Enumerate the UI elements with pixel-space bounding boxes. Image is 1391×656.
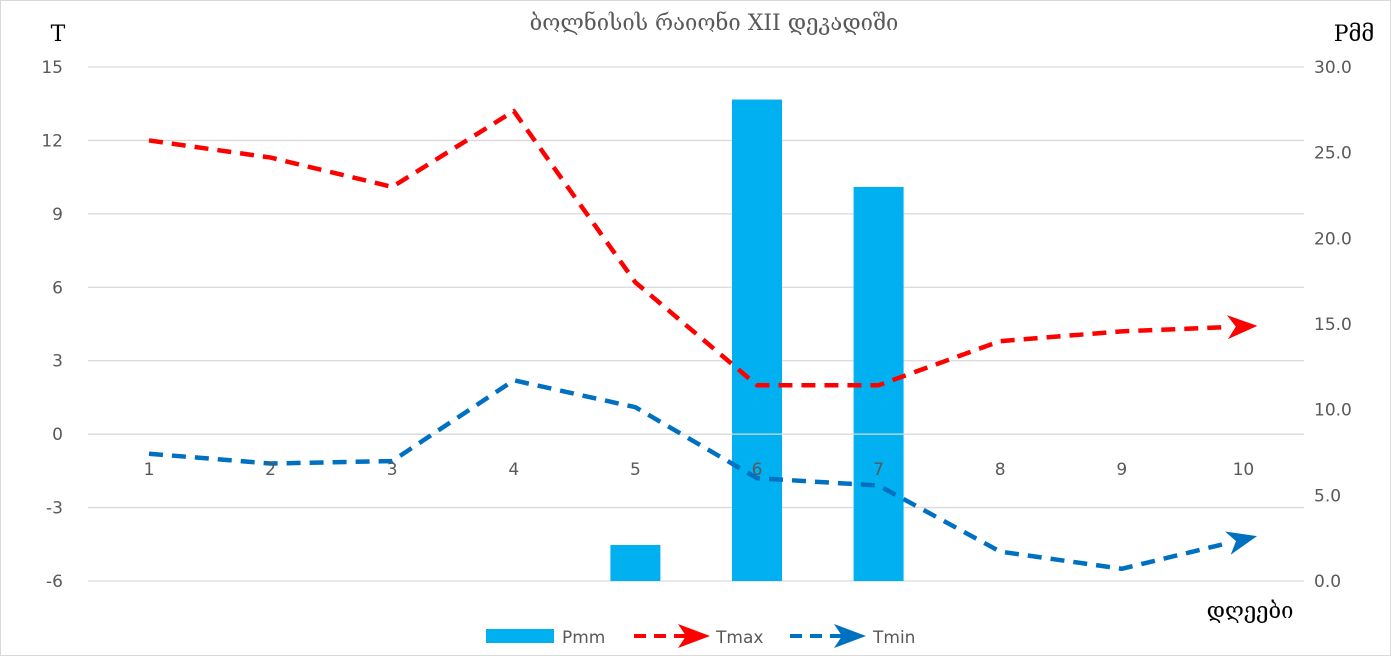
- x-category-label: 7: [873, 460, 884, 480]
- bar-pmm: [610, 545, 661, 581]
- legend-label-tmin: Tmin: [872, 628, 915, 648]
- y-right-tick-label: 5.0: [1314, 486, 1341, 506]
- bar-pmm: [732, 99, 782, 581]
- gridlines: [88, 66, 1304, 582]
- arrowhead-tmax: [1226, 315, 1258, 340]
- x-category-label: 6: [752, 460, 763, 480]
- x-axis-title: დღეები: [1207, 599, 1294, 624]
- y-left-tick-label: -6: [46, 572, 63, 592]
- x-category-label: 8: [995, 460, 1006, 480]
- x-category-label: 2: [265, 460, 276, 480]
- y-axis-right-title: Pმმ: [1334, 22, 1375, 47]
- arrowhead-tmin: [1225, 531, 1258, 555]
- x-category-label: 5: [630, 460, 641, 480]
- legend-swatch-tmax: [634, 624, 710, 648]
- x-category-label: 4: [508, 460, 519, 480]
- y-left-tick-label: 0: [52, 425, 63, 445]
- y-right-tick-label: 30.0: [1314, 58, 1352, 78]
- chart-title: ბოლნისის რაიონი XII დეკადიში: [530, 10, 899, 36]
- y-left-tick-label: 6: [52, 278, 63, 298]
- y-left-tick-label: 3: [52, 352, 63, 372]
- y-left-tick-label: 9: [52, 205, 63, 225]
- legend-swatch-tmin: [790, 624, 866, 648]
- y-left-tick-label: 12: [41, 131, 63, 151]
- legend-label-tmax: Tmax: [715, 628, 763, 648]
- y-left-tick-label: 15: [41, 58, 63, 78]
- legend-swatch-pmm: [486, 629, 554, 643]
- legend-label-pmm: Pmm: [562, 628, 605, 648]
- y-right-tick-label: 15.0: [1314, 315, 1352, 335]
- y-right-tick-label: 0.0: [1314, 572, 1341, 592]
- x-category-label: 9: [1116, 460, 1127, 480]
- y-axis-left-title: T: [51, 22, 66, 47]
- x-category-label: 3: [387, 460, 398, 480]
- y-right-tick-label: 25.0: [1314, 144, 1352, 164]
- y-left-tick-label: -3: [46, 499, 63, 519]
- line-series: [88, 108, 1304, 572]
- line-tmax: [148, 108, 1228, 388]
- line-tmin: [148, 378, 1229, 572]
- x-category-label: 1: [144, 460, 155, 480]
- legend: Pmm Tmax Tmin: [486, 624, 915, 648]
- y-right-tick-label: 10.0: [1314, 401, 1352, 421]
- x-category-label: 10: [1233, 460, 1255, 480]
- y-right-tick-label: 20.0: [1314, 229, 1352, 249]
- bar-series-pmm: [610, 99, 904, 581]
